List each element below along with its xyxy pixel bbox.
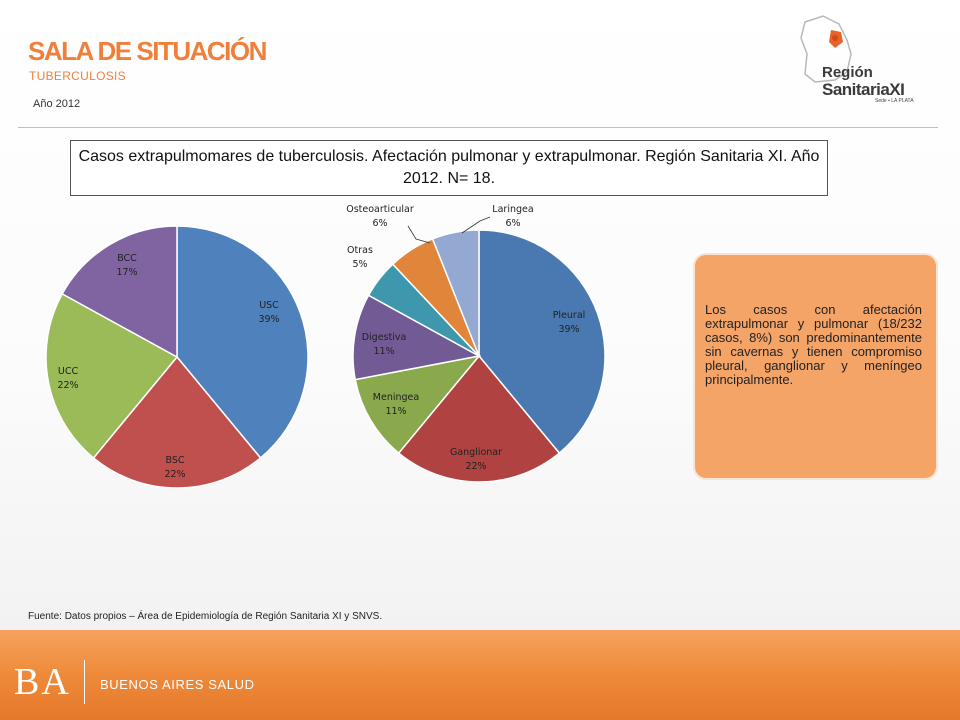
slice-value-osteoarticular: 6% [372,218,387,229]
page-subtitle: TUBERCULOSIS [29,69,126,83]
slice-label-otras: Otras [347,245,373,256]
pie-slice-meningea [354,354,481,455]
summary-note: Los casos con afectación extrapulmonar y… [693,253,938,480]
pie-slice-bcc [61,225,178,359]
header-divider [18,127,938,128]
logo-text-region: Región [822,64,873,81]
footer-divider [84,660,85,704]
footer-bar: BA BUENOS AIRES SALUD [0,630,960,720]
slice-label-osteoarticular: Osteoarticular [346,204,414,215]
logo-text-sede: Sede ▪ LA PLATA [875,98,914,104]
pie-slice-ganglionar [397,354,561,483]
slice-label-bsc: BSC [165,455,184,466]
slice-label-laringea: Laringea [492,204,533,215]
slice-label-digestiva: Digestiva [362,332,407,343]
slice-label-meningea: Meningea [373,392,419,403]
logo-text-sanitaria: SanitariaXI [822,80,905,99]
slice-value-otras: 5% [352,259,367,270]
slice-label-usc: USC [259,300,279,311]
pie-slice-laringea [431,229,480,357]
footer-brand-text: BUENOS AIRES SALUD [100,677,255,692]
region-logo: Región SanitariaXI Sede ▪ LA PLATA [795,14,935,114]
slice-value-pleural: 39% [558,324,579,335]
pie-slice-bsc [92,355,262,489]
slice-value-usc: 39% [258,314,279,325]
pie-chart-lesion-type: USC 39% BSC 22% UCC 22% BCC 17% [45,225,309,489]
slice-label-bcc: BCC [117,253,137,264]
slice-label-pleural: Pleural [553,310,586,321]
slice-label-ganglionar: Ganglionar [450,447,502,458]
leader-line-laringea [461,216,491,234]
chart-title: Casos extrapulmomares de tuberculosis. A… [70,140,828,196]
slice-value-bsc: 22% [164,469,185,480]
pie-slice-pleural [478,229,606,455]
year-label: Año 2012 [33,98,81,110]
slice-value-meningea: 11% [385,406,406,417]
footer-logo-ba: BA [14,661,71,703]
slice-label-ucc: UCC [58,366,79,377]
province-map-icon [800,15,852,83]
leader-line-osteoarticular [407,225,431,244]
pie-chart-localization: Pleural 39% Ganglionar 22% Meningea 11% Digest… [346,204,606,483]
source-note: Fuente: Datos propios – Área de Epidemio… [28,611,383,622]
pie-slice-ucc [45,292,179,459]
slice-value-digestiva: 11% [373,346,394,357]
pie-slice-usc [176,225,309,459]
slice-value-ganglionar: 22% [465,461,486,472]
page-title: SALA DE SITUACIÓN [28,36,267,66]
slice-value-ucc: 22% [57,380,78,391]
pie-slice-digestiva [352,294,482,381]
slice-value-bcc: 17% [116,267,137,278]
slice-value-laringea: 6% [505,218,520,229]
